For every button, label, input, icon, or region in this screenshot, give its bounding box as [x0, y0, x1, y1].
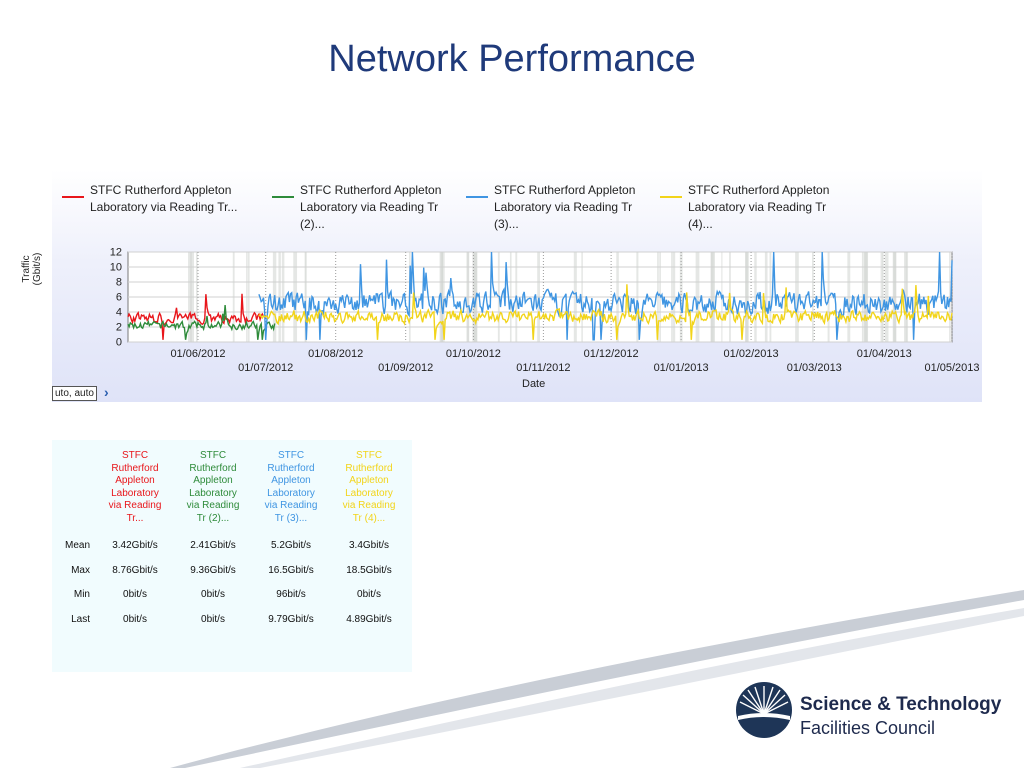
stats-cell: 0bit/s	[201, 613, 225, 625]
logo-text-line1: Science & Technology	[800, 694, 1002, 715]
y-tick-label: 6	[116, 292, 122, 304]
y-tick-label: 12	[110, 247, 122, 259]
stats-header-series-2: STFC Rutherford Appleton Laboratory via Read…	[186, 450, 240, 524]
legend-label-series-3: STFC Rutherford Appleton Laboratory via R…	[494, 183, 636, 231]
x-tick-label: 01/12/2012	[584, 348, 639, 360]
stats-cell: 16.5Gbit/s	[268, 564, 314, 576]
traffic-line-chart: 0 2 4 6 8 10 12 01/06/2012 01/07/2012 01/08/2012 0…	[110, 247, 980, 375]
stats-row-label: Max	[71, 564, 90, 576]
legend-swatch-green	[272, 196, 294, 198]
page-title: Network Performance	[328, 38, 696, 80]
series-line-1	[127, 293, 267, 340]
stats-header-series-3: STFC Rutherford Appleton Laboratory via Read…	[264, 450, 318, 524]
legend-item-series-2[interactable]: STFC Rutherford Appleton Laboratory via R…	[272, 182, 470, 233]
stats-cell: 18.5Gbit/s	[346, 564, 392, 576]
stats-row-last: Last 0bit/s 0bit/s 9.79Gbit/s 4.89Gbit/s	[52, 607, 408, 632]
x-tick-label: 01/02/2013	[724, 348, 779, 360]
y-tick-label: 0	[116, 337, 122, 349]
stats-cell: 3.4Gbit/s	[348, 540, 390, 552]
x-tick-label: 01/07/2012	[238, 362, 293, 374]
stats-row-max: Max 8.76Gbit/s 9.36Gbit/s 16.5Gbit/s 18.…	[52, 558, 408, 583]
x-tick-label: 01/01/2013	[654, 362, 709, 374]
series-line-3	[258, 251, 953, 341]
x-tick-label: 01/06/2012	[170, 348, 225, 360]
stats-corner-cell	[52, 448, 96, 534]
stfc-sunburst-icon	[736, 682, 792, 738]
x-tick-label: 01/05/2013	[924, 362, 979, 374]
legend-item-series-3[interactable]: STFC Rutherford Appleton Laboratory via R…	[466, 182, 664, 233]
x-tick-label: 01/08/2012	[308, 348, 363, 360]
chevron-right-icon[interactable]: ›	[104, 384, 109, 400]
logo-text-line2: Facilities Council	[800, 718, 936, 738]
y-tick-label: 4	[116, 307, 122, 319]
y-tick-label: 10	[110, 262, 122, 274]
stats-cell: 0bit/s	[201, 589, 225, 601]
stats-cell: 2.41Gbit/s	[190, 540, 236, 552]
legend-item-series-1[interactable]: STFC Rutherford Appleton Laboratory via R…	[62, 182, 260, 216]
legend-swatch-blue	[466, 196, 488, 198]
chart-legend: STFC Rutherford Appleton Laboratory via R…	[60, 182, 960, 242]
stats-row-label: Min	[73, 589, 90, 601]
legend-item-series-4[interactable]: STFC Rutherford Appleton Laboratory via R…	[660, 182, 858, 233]
stats-cell: 9.79Gbit/s	[268, 613, 314, 625]
series-line-4	[258, 284, 953, 340]
legend-swatch-red	[62, 196, 84, 198]
chart-panel: 0 2 4 6 8 10 12 01/06/2012 01/07/2012 01/08/2012 0…	[52, 170, 982, 402]
legend-label-series-1: STFC Rutherford Appleton Laboratory via R…	[90, 183, 238, 214]
stats-row-label: Last	[71, 613, 90, 625]
legend-label-series-2: STFC Rutherford Appleton Laboratory via R…	[300, 183, 442, 231]
stats-header-row: STFC Rutherford Appleton Laboratory via Read…	[52, 448, 408, 534]
stats-row-label: Mean	[64, 540, 90, 552]
stats-cell: 96bit/s	[276, 589, 306, 601]
stats-cell: 9.36Gbit/s	[190, 564, 236, 576]
x-axis-label: Date	[522, 378, 546, 390]
x-tick-label: 01/09/2012	[378, 362, 433, 374]
stats-header-series-4: STFC Rutherford Appleton Laboratory via Read…	[342, 450, 396, 524]
legend-label-series-4: STFC Rutherford Appleton Laboratory via R…	[688, 183, 830, 231]
stats-panel: STFC Rutherford Appleton Laboratory via Read…	[52, 440, 412, 672]
stats-header-series-1: STFC Rutherford Appleton Laboratory via Read…	[108, 450, 162, 524]
stats-cell: 3.42Gbit/s	[112, 540, 158, 552]
x-tick-label: 01/03/2013	[787, 362, 842, 374]
legend-swatch-yellow	[660, 196, 682, 198]
scale-input[interactable]: uto, auto	[52, 386, 97, 401]
x-tick-label: 01/04/2013	[857, 348, 912, 360]
stats-cell: 4.89Gbit/s	[346, 613, 392, 625]
stats-table: STFC Rutherford Appleton Laboratory via Read…	[52, 448, 408, 632]
stats-cell: 5.2Gbit/s	[270, 540, 312, 552]
series-line-2	[127, 305, 276, 340]
y-tick-label: 2	[116, 322, 122, 334]
y-axis-label: Traffic (Gbit/s)	[21, 252, 43, 286]
x-tick-label: 01/11/2012	[516, 362, 570, 374]
stats-cell: 0bit/s	[123, 589, 147, 601]
stats-row-min: Min 0bit/s 0bit/s 96bit/s 0bit/s	[52, 583, 408, 608]
stats-cell: 0bit/s	[123, 613, 147, 625]
stfc-logo: Science & Technology Facilities Council	[734, 680, 1004, 740]
stats-cell: 0bit/s	[357, 589, 381, 601]
x-tick-label: 01/10/2012	[446, 348, 501, 360]
stats-row-mean: Mean 3.42Gbit/s 2.41Gbit/s 5.2Gbit/s 3.4…	[52, 534, 408, 559]
stats-cell: 8.76Gbit/s	[112, 564, 158, 576]
y-tick-label: 8	[116, 277, 122, 289]
